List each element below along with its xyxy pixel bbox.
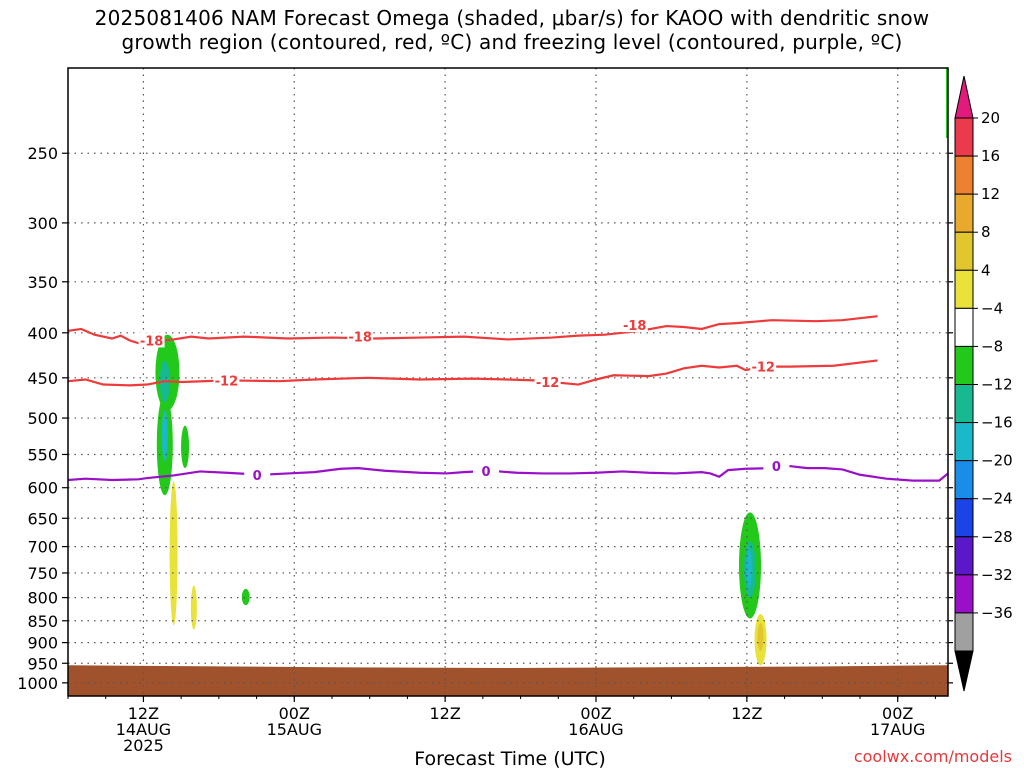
- colorbar-bin: [954, 269, 974, 309]
- x-tick-label: 17AUG: [870, 720, 925, 739]
- colorbar-label: 12: [981, 185, 1000, 203]
- y-tick-label: 250: [27, 144, 58, 163]
- colorbar-label: −24: [981, 490, 1013, 508]
- y-tick-label: 500: [27, 409, 58, 428]
- colorbar-label: 8: [981, 223, 991, 241]
- omega-region-pos: [757, 623, 764, 652]
- contour-label: -18: [140, 334, 164, 349]
- x-tick-label: 2025: [123, 736, 164, 755]
- colorbar-label: −8: [981, 337, 1003, 355]
- x-tick-label: 12Z: [731, 704, 762, 723]
- contour-label-bg: [138, 332, 165, 348]
- contour-label-bg: [750, 358, 777, 374]
- y-tick-label: 750: [27, 564, 58, 583]
- colorbar-bin: [954, 117, 974, 157]
- omega-region-pos: [190, 585, 197, 630]
- contour--18: [67, 315, 878, 345]
- colorbar-bin: [954, 422, 974, 462]
- x-tick-label: 14AUG: [116, 720, 171, 739]
- colorbar-bin: [954, 193, 974, 233]
- omega-region-neg: [746, 549, 753, 588]
- x-tick-label: 00Z: [580, 704, 611, 723]
- chart-title: 2025081406 NAM Forecast Omega (shaded, μ…: [94, 6, 930, 54]
- y-tick-label: 900: [27, 634, 58, 653]
- y-tick-label: 800: [27, 589, 58, 608]
- colorbar-bin: [954, 307, 974, 347]
- omega-region-neg: [241, 588, 250, 606]
- contour-label: -18: [348, 331, 372, 346]
- contour-label: -12: [751, 361, 775, 376]
- omega-region-neg: [181, 425, 190, 469]
- plot-frame: [67, 67, 949, 697]
- contour-label-bg: [534, 374, 561, 390]
- colorbar-bin: [954, 536, 974, 576]
- y-tick-label: 550: [27, 445, 58, 464]
- colorbar-label: −36: [981, 604, 1013, 622]
- y-tick-label: 600: [27, 479, 58, 498]
- contour-label-bg: [763, 458, 790, 474]
- x-tick-label: 15AUG: [267, 720, 322, 739]
- omega-region-neg: [161, 410, 168, 462]
- contour-0: [67, 464, 949, 482]
- y-tick-label: 1000: [17, 674, 58, 693]
- colorbar-bin: [954, 460, 974, 500]
- colorbar-label: −16: [981, 414, 1013, 432]
- omega-region-neg: [946, 68, 948, 138]
- x-tick-label: 00Z: [882, 704, 913, 723]
- contour-label-bg: [621, 317, 648, 333]
- y-tick-label: 850: [27, 612, 58, 631]
- credit-link[interactable]: coolwx.com/models: [854, 747, 1012, 766]
- colorbar-bin: [954, 155, 974, 195]
- colorbar-bin: [954, 345, 974, 385]
- colorbar-bin: [954, 384, 974, 424]
- colorbar-label: 16: [981, 147, 1000, 165]
- colorbar-bin: [954, 574, 974, 614]
- y-tick-label: 650: [27, 509, 58, 528]
- colorbar-label: 20: [981, 109, 1000, 127]
- contour-label: -18: [623, 319, 647, 334]
- terrain-fill: [68, 665, 948, 696]
- y-tick-label: 700: [27, 538, 58, 557]
- y-tick-label: 950: [27, 654, 58, 673]
- y-tick-label: 300: [27, 214, 58, 233]
- x-tick-label: 12Z: [429, 704, 460, 723]
- contour-label-bg: [244, 466, 271, 482]
- colorbar-label: −4: [981, 299, 1003, 317]
- x-tick-label: 00Z: [279, 704, 310, 723]
- omega-region-pos: [169, 481, 178, 626]
- colorbar-bin: [954, 231, 974, 271]
- contour-label: 0: [253, 469, 262, 484]
- x-tick-label: 12Z: [128, 704, 159, 723]
- contour-label-bg: [213, 372, 240, 388]
- y-tick-label: 450: [27, 369, 58, 388]
- contour-label-bg: [347, 328, 374, 344]
- colorbar-top-triangle: [954, 75, 974, 119]
- contour-label-bg: [473, 462, 499, 478]
- colorbar-label: −20: [981, 452, 1013, 470]
- contour-label: 0: [481, 465, 490, 480]
- x-axis-label: Forecast Time (UTC): [414, 748, 605, 768]
- contour-label: -12: [536, 376, 560, 391]
- contour-label: -12: [215, 374, 239, 389]
- y-tick-label: 350: [27, 273, 58, 292]
- colorbar-label: −32: [981, 566, 1013, 584]
- colorbar-label: 4: [981, 261, 991, 279]
- colorbar-bin: [954, 612, 974, 652]
- colorbar-label: −28: [981, 528, 1013, 546]
- y-tick-label: 400: [27, 324, 58, 343]
- colorbar-bottom-triangle: [954, 650, 974, 692]
- x-tick-label: 16AUG: [568, 720, 623, 739]
- colorbar-label: −12: [981, 376, 1013, 394]
- colorbar-bin: [954, 498, 974, 538]
- contour-label: 0: [772, 460, 781, 475]
